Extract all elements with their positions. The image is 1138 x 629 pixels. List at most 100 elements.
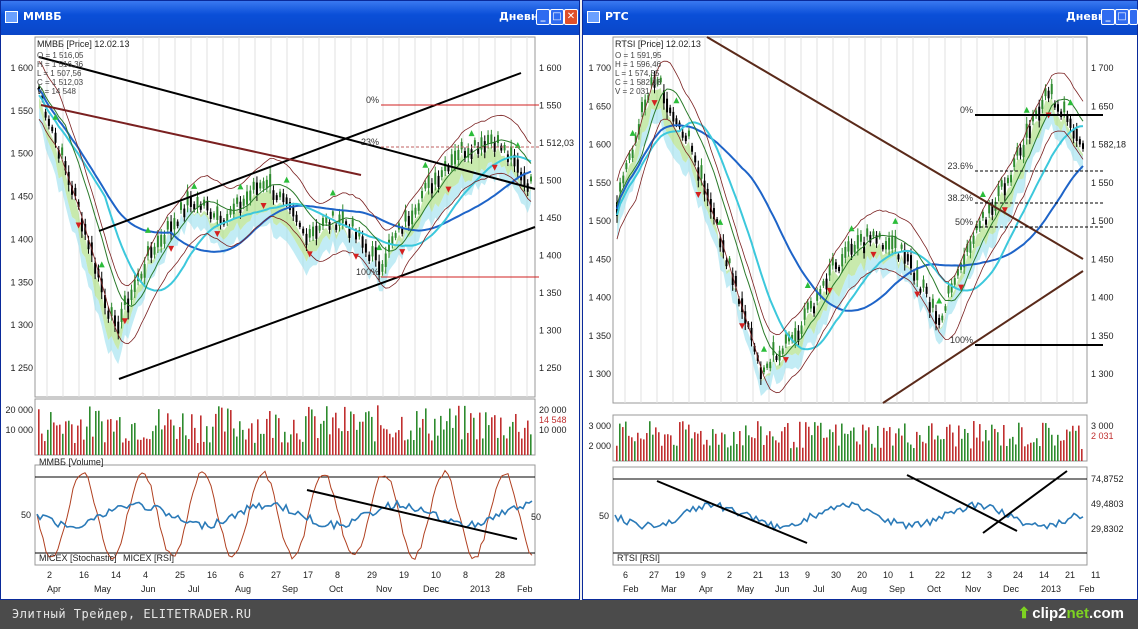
price-candle-body <box>866 228 869 237</box>
volume-bar <box>260 433 262 455</box>
date-axis-tick: 27 <box>271 570 281 580</box>
date-axis-month: Jul <box>188 584 200 594</box>
price-candle-body <box>844 246 847 258</box>
rts-chart-window[interactable]: РТС Дневной _ □ 0% 23.6% 38.2% 50% 100% 1 700… <box>582 0 1138 600</box>
price-candle-body <box>193 204 196 210</box>
ohlc-readout: O = 1 591,95 <box>615 51 662 60</box>
price-candle-body <box>1072 128 1075 139</box>
price-candle-body <box>922 279 925 288</box>
volume-bar <box>59 424 61 455</box>
price-candle-body <box>903 249 906 264</box>
minimize-button[interactable]: _ <box>536 9 550 25</box>
maximize-button[interactable]: □ <box>1115 9 1129 25</box>
price-axis-tick-right: 1 500 <box>539 176 562 186</box>
oscillator-panel <box>612 466 1088 566</box>
buy-signal-marker <box>468 130 475 137</box>
volume-bar <box>733 431 735 461</box>
price-candle-body <box>510 146 513 160</box>
volume-bar <box>967 432 969 461</box>
volume-bar <box>994 428 996 461</box>
date-axis-tick: 9 <box>805 570 810 580</box>
price-candle-body <box>117 321 120 334</box>
price-candle-body <box>828 264 831 276</box>
price-candle-body <box>146 246 149 256</box>
volume-bar <box>904 423 906 461</box>
volume-axis-tick-right: 3 000 <box>1091 421 1114 431</box>
stochastic-legend: MICEX [Stochastic] <box>39 553 117 563</box>
volume-bar <box>230 410 232 455</box>
buy-signal-marker <box>804 282 811 289</box>
price-candle-body <box>265 179 268 188</box>
volume-bar <box>491 417 493 455</box>
volume-bar <box>715 433 717 461</box>
volume-bar <box>257 419 259 455</box>
volume-bar <box>473 417 475 455</box>
volume-bar <box>673 444 675 461</box>
volume-bar <box>515 413 517 455</box>
micex-chart-window[interactable]: ММВБ Дневной _ □ ✕ 0% 23% 100% 1 600 1 550 1 … <box>0 0 580 600</box>
date-axis-tick: 10 <box>431 570 441 580</box>
volume-bar <box>670 435 672 461</box>
volume-bar <box>745 425 747 461</box>
volume-bar <box>796 447 798 461</box>
sell-signal-marker <box>782 357 789 364</box>
volume-bar <box>691 438 693 461</box>
price-candle-body <box>1082 143 1084 149</box>
volume-bar <box>985 430 987 461</box>
volume-bar <box>395 432 397 455</box>
price-candle-body <box>766 363 769 368</box>
ichimoku-cloud-green <box>617 88 1083 382</box>
date-axis-tick: 8 <box>335 570 340 580</box>
price-candle-body <box>173 218 176 230</box>
price-axis-tick-left: 1 550 <box>10 106 33 116</box>
volume-bar <box>416 411 418 455</box>
close-button[interactable]: ✕ <box>564 9 578 25</box>
price-candle-body <box>61 147 64 156</box>
volume-bar <box>1030 442 1032 461</box>
volume-bar <box>71 424 73 455</box>
volume-bar <box>497 437 499 455</box>
price-candle-body <box>775 356 778 361</box>
price-candle-body <box>834 262 837 269</box>
price-candle-body <box>411 210 414 225</box>
volume-bar <box>68 420 70 455</box>
close-button[interactable] <box>1129 9 1138 25</box>
price-candle-body <box>1010 174 1013 183</box>
micex-chart-area[interactable]: 0% 23% 100% 1 600 1 550 1 500 1 450 1 400 1 350 1… <box>1 35 579 599</box>
volume-bar <box>434 418 436 455</box>
volume-bar <box>440 415 442 455</box>
price-candle-body <box>884 241 887 250</box>
volume-bar <box>470 413 472 455</box>
price-candle-body <box>825 278 828 290</box>
date-axis-tick: 11 <box>1091 570 1100 580</box>
right-title-bar[interactable]: РТС Дневной _ □ <box>583 1 1138 35</box>
price-candle-body <box>956 268 959 276</box>
maximize-button[interactable]: □ <box>550 9 564 25</box>
volume-bar <box>245 439 247 455</box>
volume-bar <box>185 435 187 455</box>
date-axis-tick: 4 <box>143 570 148 580</box>
price-candle-body <box>803 308 806 320</box>
price-candle-body <box>391 236 394 245</box>
price-axis-tick-left: 1 600 <box>10 63 33 73</box>
volume-bar <box>251 423 253 455</box>
ichimoku-cloud-green <box>39 97 531 351</box>
volume-bar <box>398 430 400 455</box>
price-candle-body <box>378 261 381 275</box>
price-candle-body <box>335 224 338 230</box>
volume-bar <box>299 439 301 455</box>
price-candle-body <box>421 191 424 199</box>
sell-signal-marker <box>870 251 877 258</box>
price-candle-body <box>242 198 245 206</box>
minimize-button[interactable]: _ <box>1101 9 1115 25</box>
volume-bar <box>634 441 636 461</box>
moving-average-short <box>616 88 1084 358</box>
price-candle-body <box>625 163 628 170</box>
volume-bar <box>89 406 91 455</box>
price-candle-body <box>706 188 709 201</box>
price-candle-body <box>619 182 622 192</box>
price-candle-body <box>813 306 816 314</box>
left-title-bar[interactable]: ММВБ Дневной _ □ ✕ <box>1 1 579 35</box>
volume-axis-tick-left: 2 000 <box>588 441 611 451</box>
